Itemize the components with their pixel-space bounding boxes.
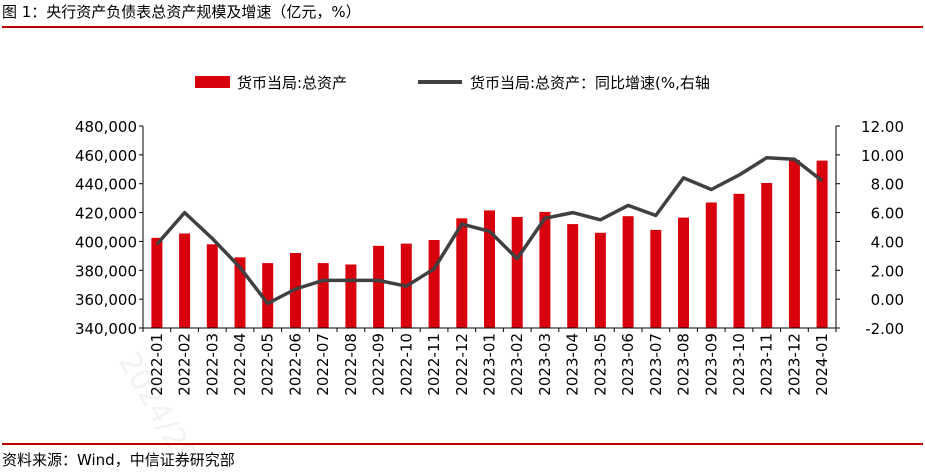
right-tick-label: 10.00 bbox=[861, 147, 904, 165]
legend-bar-label: 货币当局:总资产 bbox=[237, 74, 347, 92]
bar bbox=[373, 245, 385, 328]
bar bbox=[622, 216, 634, 328]
right-tick-label: 12.00 bbox=[861, 118, 904, 136]
x-tick-label: 2022-01 bbox=[148, 333, 166, 396]
x-tick-label: 2022-05 bbox=[259, 333, 277, 396]
right-tick-label: 6.00 bbox=[871, 205, 904, 223]
bar bbox=[179, 233, 191, 328]
right-tick-label: 4.00 bbox=[871, 233, 904, 251]
bar bbox=[206, 244, 218, 328]
right-tick-label: 0.00 bbox=[871, 291, 904, 309]
x-tick-label: 2022-09 bbox=[370, 333, 388, 396]
bar bbox=[484, 210, 495, 328]
bar bbox=[345, 264, 357, 328]
x-tick-label: 2022-04 bbox=[231, 333, 249, 396]
axes bbox=[139, 125, 840, 332]
x-tick-label: 2023-01 bbox=[481, 333, 499, 396]
bar bbox=[705, 202, 717, 328]
figure-title: 图 1：央行资产负债表总资产规模及增速（亿元，%） bbox=[2, 3, 361, 21]
x-tick-label: 2023-02 bbox=[508, 333, 526, 396]
x-tick-label: 2022-12 bbox=[453, 333, 471, 396]
left-tick-label: 400,000 bbox=[75, 233, 137, 251]
bar bbox=[511, 216, 523, 328]
left-tick-label: 460,000 bbox=[75, 147, 137, 165]
bar bbox=[151, 237, 163, 328]
x-tick-label: 2023-07 bbox=[647, 333, 665, 396]
x-tick-label: 2022-08 bbox=[342, 333, 360, 396]
bar bbox=[816, 160, 828, 328]
x-tick-label: 2024-01 bbox=[813, 333, 831, 396]
left-axis-labels: 340,000 360,000 380,000 400,000 420,000 440,0… bbox=[75, 118, 137, 338]
bar-series bbox=[151, 159, 828, 328]
bar bbox=[678, 217, 689, 328]
legend: 货币当局:总资产 货币当局:总资产：同比增速(%,右轴 bbox=[195, 74, 710, 92]
x-tick-label: 2022-06 bbox=[286, 333, 304, 396]
x-tick-label: 2023-04 bbox=[564, 333, 582, 396]
bar bbox=[234, 257, 246, 328]
bar bbox=[456, 218, 468, 328]
x-tick-label: 2023-12 bbox=[785, 333, 803, 396]
right-tick-label: 8.00 bbox=[871, 176, 904, 194]
right-tick-label: -2.00 bbox=[865, 320, 904, 338]
line-series bbox=[155, 155, 824, 306]
left-tick-label: 480,000 bbox=[75, 118, 137, 136]
x-tick-label: 2023-05 bbox=[591, 333, 609, 396]
x-tick-label: 2022-10 bbox=[397, 333, 415, 396]
left-tick-label: 420,000 bbox=[75, 205, 137, 223]
yoy-growth-line bbox=[155, 155, 824, 306]
left-tick-label: 340,000 bbox=[75, 320, 137, 338]
bar bbox=[539, 211, 551, 328]
x-tick-label: 2022-11 bbox=[425, 333, 443, 396]
x-tick-label: 2023-11 bbox=[758, 333, 776, 396]
bar bbox=[428, 240, 440, 328]
x-tick-label: 2022-03 bbox=[203, 333, 221, 396]
bar bbox=[594, 232, 606, 328]
bar bbox=[733, 193, 745, 328]
x-tick-label: 2022-02 bbox=[176, 333, 194, 396]
left-tick-label: 440,000 bbox=[75, 176, 137, 194]
legend-bar-swatch bbox=[195, 76, 230, 88]
bar bbox=[262, 263, 274, 328]
x-tick-label: 2023-09 bbox=[702, 333, 720, 396]
bar bbox=[761, 183, 773, 328]
bar bbox=[788, 159, 800, 328]
x-tick-label: 2023-10 bbox=[730, 333, 748, 396]
left-tick-label: 380,000 bbox=[75, 262, 137, 280]
x-tick-label: 2023-06 bbox=[619, 333, 637, 396]
bar bbox=[650, 229, 662, 328]
x-tick-label: 2022-07 bbox=[314, 333, 332, 396]
source-note: 资料来源：Wind，中信证券研究部 bbox=[2, 451, 235, 469]
right-tick-label: 2.00 bbox=[871, 262, 904, 280]
bar bbox=[567, 224, 579, 328]
x-tick-label: 2023-03 bbox=[536, 333, 554, 396]
title-rule bbox=[2, 26, 923, 28]
right-axis-labels: -2.00 0.00 2.00 4.00 6.00 8.00 10.00 12.00 bbox=[861, 118, 904, 338]
source-rule bbox=[2, 443, 923, 445]
x-tick-label: 2023-08 bbox=[675, 333, 693, 396]
x-axis-labels: 2022-01 2022-02 2022-03 2022-04 2022-05 2022-… bbox=[148, 333, 831, 396]
left-tick-label: 360,000 bbox=[75, 291, 137, 309]
bar bbox=[317, 263, 329, 328]
legend-line-label: 货币当局:总资产：同比增速(%,右轴 bbox=[470, 74, 710, 92]
